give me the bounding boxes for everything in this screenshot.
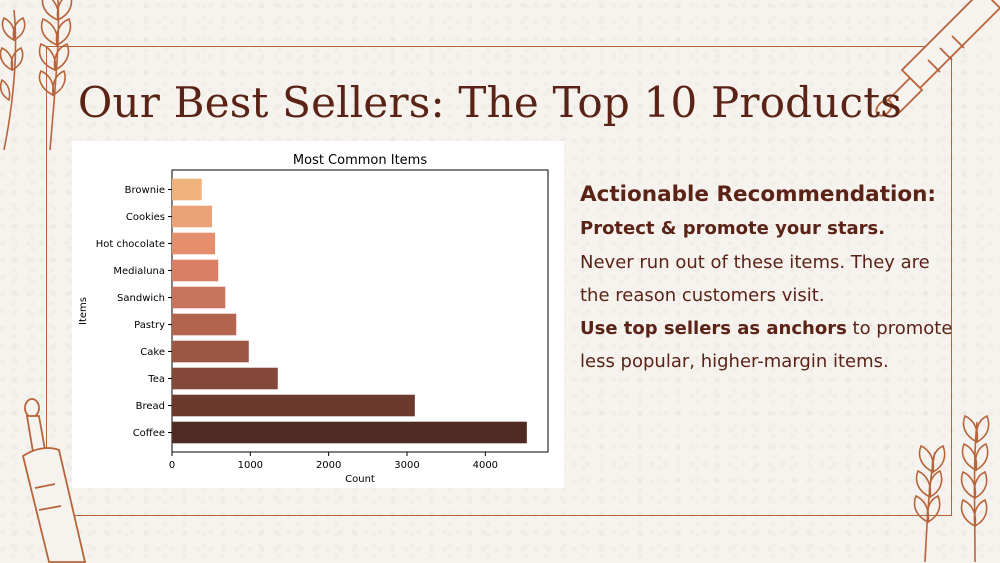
slide-frame [46, 46, 952, 516]
y-axis-label: Items [78, 297, 89, 325]
recommendation-body-2-bold: Use top sellers as anchors [580, 318, 847, 339]
recommendation-subheading: Protect & promote your stars. [580, 218, 886, 239]
chart-card: Most Common Items Coffee Bread Tea Cake Past… [72, 141, 564, 488]
category-label: Medialuna [113, 266, 165, 277]
category-label: Brownie [125, 185, 165, 196]
bar-cake [172, 340, 249, 363]
wheat-illustration-top-left [0, 0, 73, 151]
recommendation-heading: Actionable Recommendation: [580, 182, 937, 207]
category-label: Pastry [134, 320, 165, 331]
bar-brownie [172, 178, 202, 201]
bar-pastry [172, 313, 237, 336]
chart-title: Most Common Items [293, 153, 427, 168]
x-tick-label: 3000 [394, 460, 419, 471]
recommendation-body-2-rest: to promote less popular, higher-margin i… [580, 318, 953, 372]
rolling-pin-illustration-bottom-left [21, 398, 87, 563]
category-label: Cookies [126, 212, 165, 223]
rolling-pin-illustration-top-right [875, 0, 1000, 117]
recommendation-panel: Actionable Recommendation: Protect & pro… [580, 178, 960, 378]
recommendation-body-2: Use top sellers as anchors to promote le… [580, 312, 960, 378]
bar-tea [172, 367, 278, 390]
plot-area [171, 169, 549, 453]
category-label: Coffee [133, 428, 165, 439]
wheat-illustration-bottom-right [913, 414, 990, 562]
bar-cookies [172, 205, 212, 228]
bar-sandwich [172, 286, 226, 309]
recommendation-body-1: Never run out of these items. They are t… [580, 252, 930, 306]
x-tick-label: 1000 [238, 460, 263, 471]
category-label: Bread [136, 401, 165, 412]
x-tick-label: 4000 [473, 460, 498, 471]
x-axis-label: Count [345, 474, 375, 485]
category-labels: Coffee Bread Tea Cake Pastry Sandwich Medialun… [96, 185, 172, 439]
bar-coffee [172, 421, 527, 444]
slide-title: Our Best Sellers: The Top 10 Products [77, 78, 903, 127]
category-label: Hot chocolate [96, 239, 165, 250]
bar-chart: Most Common Items Coffee Bread Tea Cake Past… [78, 153, 549, 485]
bar-bread [172, 394, 415, 417]
bar-hot-chocolate [172, 232, 216, 255]
category-label: Tea [147, 374, 165, 385]
category-label: Sandwich [117, 293, 165, 304]
category-label: Cake [140, 347, 165, 358]
x-tick-label: 2000 [316, 460, 341, 471]
x-axis-ticks: 0 1000 2000 3000 4000 [169, 452, 498, 471]
bar-medialuna [172, 259, 219, 282]
bar-group [172, 178, 527, 444]
x-tick-label: 0 [169, 460, 175, 471]
